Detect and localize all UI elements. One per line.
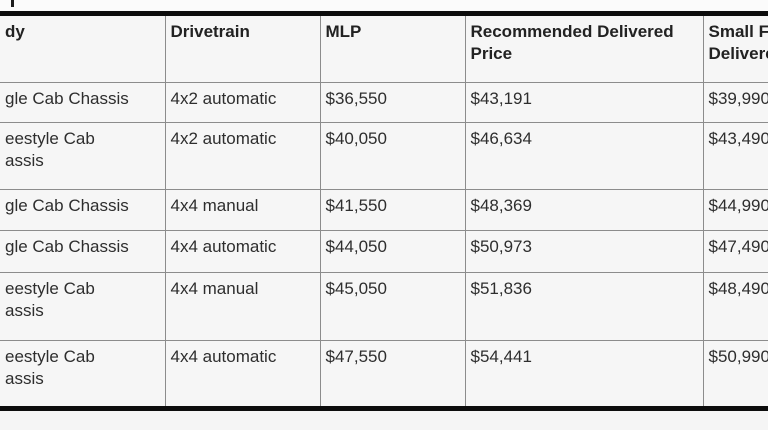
clipped-gridline-tick bbox=[11, 0, 14, 7]
cell-small-fleet-price: $50,990 bbox=[702, 340, 768, 409]
table-row: gle Cab Chassis 4x2 automatic $36,550 $4… bbox=[0, 82, 768, 123]
table-row: gle Cab Chassis 4x4 manual $41,550 $48,3… bbox=[0, 189, 768, 231]
column-header-mlp: MLP bbox=[319, 13, 466, 83]
cell-recommended-delivered-price: $43,191 bbox=[464, 82, 704, 123]
cell-recommended-delivered-price: $54,441 bbox=[464, 340, 704, 409]
table-body: gle Cab Chassis 4x2 automatic $36,550 $4… bbox=[0, 82, 768, 409]
cell-mlp: $44,050 bbox=[319, 230, 466, 273]
cell-drivetrain: 4x2 automatic bbox=[164, 82, 321, 123]
cell-recommended-delivered-price: $51,836 bbox=[464, 272, 704, 341]
cell-small-fleet-price: $48,490 bbox=[702, 272, 768, 341]
table-row: gle Cab Chassis 4x4 automatic $44,050 $5… bbox=[0, 230, 768, 273]
table-row: eestyle Cab assis 4x4 automatic $47,550 … bbox=[0, 340, 768, 409]
cell-drivetrain: 4x2 automatic bbox=[164, 122, 321, 190]
cell-body: gle Cab Chassis bbox=[0, 230, 166, 273]
table-row: eestyle Cab assis 4x2 automatic $40,050 … bbox=[0, 122, 768, 190]
cell-drivetrain: 4x4 manual bbox=[164, 189, 321, 231]
column-header-small-fleet-delivered: Small Fl Delivere bbox=[702, 13, 768, 83]
cell-body: gle Cab Chassis bbox=[0, 82, 166, 123]
column-header-body: dy bbox=[0, 13, 166, 83]
cell-small-fleet-price: $47,490 bbox=[702, 230, 768, 273]
cell-small-fleet-price: $39,990 bbox=[702, 82, 768, 123]
page-top-strip bbox=[0, 0, 768, 11]
cell-mlp: $47,550 bbox=[319, 340, 466, 409]
table-row: eestyle Cab assis 4x4 manual $45,050 $51… bbox=[0, 272, 768, 341]
cell-small-fleet-price: $43,490 bbox=[702, 122, 768, 190]
cell-mlp: $40,050 bbox=[319, 122, 466, 190]
header-row: dy Drivetrain MLP Recommended Delivered … bbox=[0, 13, 768, 83]
column-header-recommended-delivered-price: Recommended Delivered Price bbox=[464, 13, 704, 83]
table-header: dy Drivetrain MLP Recommended Delivered … bbox=[0, 13, 768, 83]
cell-recommended-delivered-price: $46,634 bbox=[464, 122, 704, 190]
column-header-drivetrain: Drivetrain bbox=[164, 13, 321, 83]
cell-recommended-delivered-price: $48,369 bbox=[464, 189, 704, 231]
cell-mlp: $36,550 bbox=[319, 82, 466, 123]
cell-body: eestyle Cab assis bbox=[0, 272, 166, 341]
cell-mlp: $45,050 bbox=[319, 272, 466, 341]
cell-body: eestyle Cab assis bbox=[0, 340, 166, 409]
vehicle-pricing-table: dy Drivetrain MLP Recommended Delivered … bbox=[0, 11, 768, 411]
cell-drivetrain: 4x4 automatic bbox=[164, 340, 321, 409]
cell-small-fleet-price: $44,990 bbox=[702, 189, 768, 231]
cell-body: gle Cab Chassis bbox=[0, 189, 166, 231]
cell-drivetrain: 4x4 automatic bbox=[164, 230, 321, 273]
cell-drivetrain: 4x4 manual bbox=[164, 272, 321, 341]
cell-mlp: $41,550 bbox=[319, 189, 466, 231]
cell-recommended-delivered-price: $50,973 bbox=[464, 230, 704, 273]
cell-body: eestyle Cab assis bbox=[0, 122, 166, 190]
